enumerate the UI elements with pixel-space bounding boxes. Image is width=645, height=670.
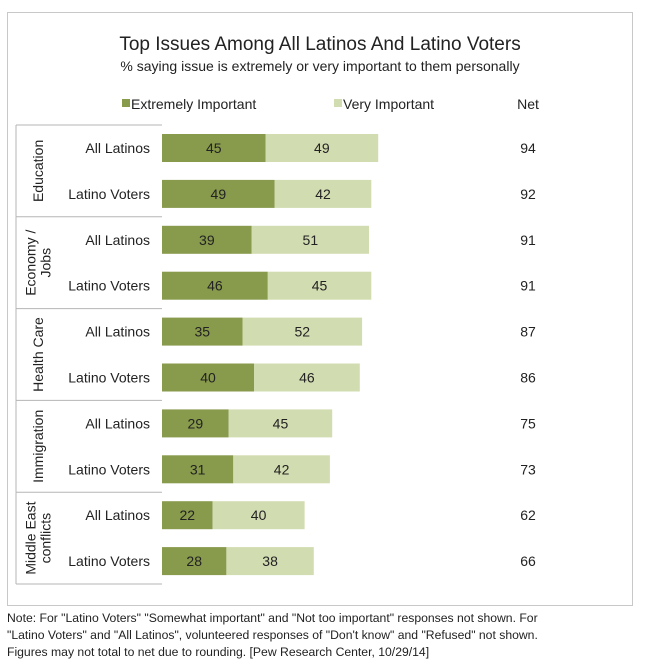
row-label: All Latinos bbox=[85, 140, 150, 156]
group-label: Education bbox=[30, 140, 46, 202]
data-label-extremely: 49 bbox=[211, 186, 227, 202]
bar-extremely bbox=[162, 134, 266, 162]
row-label: Latino Voters bbox=[68, 186, 150, 202]
bar-very bbox=[212, 501, 305, 530]
bar-very bbox=[267, 271, 372, 300]
bar-very bbox=[233, 455, 330, 484]
row-label: Latino Voters bbox=[68, 370, 150, 386]
group-label: Health Care bbox=[30, 317, 46, 392]
bar-very bbox=[254, 363, 360, 392]
group-label: Economy /Jobs bbox=[23, 230, 54, 296]
row-label: All Latinos bbox=[85, 415, 150, 431]
bar-extremely bbox=[162, 179, 275, 208]
data-label-very: 42 bbox=[315, 186, 331, 202]
chart-frame bbox=[7, 12, 633, 606]
data-label-very: 42 bbox=[274, 461, 290, 477]
note-line: "Latino Voters" and "All Latinos", volun… bbox=[7, 628, 538, 642]
bar-extremely bbox=[162, 455, 234, 484]
legend-swatch-very bbox=[334, 99, 342, 107]
data-label-extremely: 31 bbox=[190, 461, 206, 477]
stacked-bar-chart: Extremely Important Very Important Net Educ… bbox=[15, 96, 539, 585]
data-label-extremely: 35 bbox=[194, 324, 210, 340]
bar-very bbox=[226, 547, 314, 576]
data-label-very: 49 bbox=[314, 140, 330, 156]
row-label: All Latinos bbox=[85, 324, 150, 340]
bar-extremely bbox=[162, 271, 268, 300]
legend-label-extremely: Extremely Important bbox=[131, 96, 256, 112]
bar-very bbox=[251, 225, 369, 254]
bar-extremely bbox=[162, 501, 213, 530]
data-label-extremely: 29 bbox=[188, 415, 204, 431]
bar-extremely bbox=[162, 547, 227, 576]
chart-note: Note: For "Latino Voters" "Somewhat impo… bbox=[7, 610, 637, 661]
data-label-extremely: 40 bbox=[200, 370, 216, 386]
data-label-extremely: 45 bbox=[206, 140, 222, 156]
data-label-very: 46 bbox=[299, 370, 315, 386]
net-value: 91 bbox=[520, 232, 536, 248]
legend-swatch-extremely bbox=[122, 99, 130, 107]
row-label: All Latinos bbox=[85, 232, 150, 248]
data-label-very: 38 bbox=[262, 553, 278, 569]
data-label-very: 40 bbox=[251, 507, 267, 523]
bar-very bbox=[265, 134, 379, 162]
note-line: Note: For "Latino Voters" "Somewhat impo… bbox=[7, 611, 538, 625]
bar-extremely bbox=[162, 409, 229, 438]
bar-extremely bbox=[162, 317, 243, 346]
data-label-extremely: 22 bbox=[180, 507, 196, 523]
net-value: 75 bbox=[520, 415, 536, 431]
row-label: Latino Voters bbox=[68, 553, 150, 569]
net-value: 86 bbox=[520, 370, 536, 386]
note-line: Figures may not total to net due to roun… bbox=[7, 645, 430, 659]
chart-title: Top Issues Among All Latinos And Latino … bbox=[119, 34, 521, 55]
row-label: All Latinos bbox=[85, 507, 150, 523]
net-value: 73 bbox=[520, 461, 536, 477]
data-label-extremely: 39 bbox=[199, 232, 215, 248]
bar-very bbox=[228, 409, 333, 438]
group-label: Immigration bbox=[30, 410, 46, 483]
bar-very bbox=[242, 317, 363, 346]
net-value: 94 bbox=[520, 140, 536, 156]
chart-subtitle: % saying issue is extremely or very impo… bbox=[120, 58, 520, 74]
data-label-extremely: 28 bbox=[186, 553, 202, 569]
data-label-very: 45 bbox=[312, 278, 328, 294]
data-label-very: 51 bbox=[303, 232, 319, 248]
net-value: 92 bbox=[520, 186, 536, 202]
net-value: 87 bbox=[520, 324, 536, 340]
data-label-very: 52 bbox=[295, 324, 311, 340]
bar-very bbox=[274, 179, 372, 208]
net-value: 62 bbox=[520, 507, 536, 523]
net-header: Net bbox=[517, 96, 539, 112]
net-value: 66 bbox=[520, 553, 536, 569]
group-label: Middle Eastconflicts bbox=[23, 501, 54, 574]
row-label: Latino Voters bbox=[68, 278, 150, 294]
net-value: 91 bbox=[520, 278, 536, 294]
bar-extremely bbox=[162, 363, 254, 392]
bar-extremely bbox=[162, 225, 252, 254]
data-label-very: 45 bbox=[273, 415, 289, 431]
data-label-extremely: 46 bbox=[207, 278, 223, 294]
legend-label-very: Very Important bbox=[343, 96, 434, 112]
row-label: Latino Voters bbox=[68, 461, 150, 477]
